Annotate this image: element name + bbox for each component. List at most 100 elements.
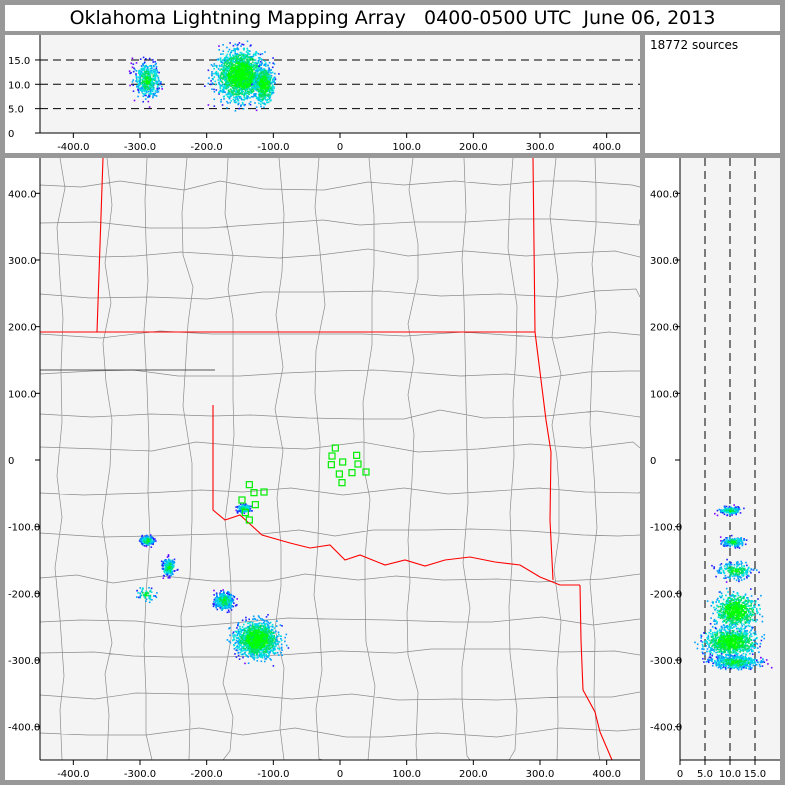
lightning-source (220, 68, 223, 70)
lightning-source (131, 57, 134, 60)
lightning-source (257, 97, 259, 99)
lightning-source (240, 631, 243, 633)
lightning-source (267, 621, 269, 624)
lightning-source (256, 649, 258, 652)
lightning-source (223, 86, 225, 88)
lightning-source (137, 88, 139, 91)
lightning-source (224, 86, 227, 88)
lightning-source (232, 54, 234, 57)
lightning-source (158, 80, 160, 82)
lightning-source (172, 565, 175, 568)
lightning-source (228, 89, 230, 92)
lightning-source (225, 602, 228, 605)
lightning-source (246, 77, 249, 79)
lightning-source (232, 44, 235, 47)
lightning-source (257, 639, 259, 641)
lightning-source (260, 625, 262, 627)
lightning-source (220, 77, 223, 79)
lightning-source (271, 71, 274, 74)
lightning-source (228, 79, 231, 81)
lightning-source (230, 603, 232, 605)
lightning-source (156, 69, 158, 71)
lightning-source (225, 78, 227, 80)
lightning-source (147, 78, 150, 80)
lightning-source (246, 637, 249, 639)
lightning-source (226, 56, 229, 59)
lightning-source (163, 564, 166, 566)
lightning-source (257, 626, 260, 629)
lightning-source (211, 74, 213, 77)
lightning-source (242, 629, 244, 632)
lightning-source (156, 71, 159, 73)
lightning-source (225, 55, 227, 57)
lightning-source (280, 651, 282, 654)
lightning-source (273, 627, 276, 629)
lightning-source (227, 77, 230, 80)
lightning-source (169, 559, 172, 562)
lightning-source (246, 640, 248, 642)
lightning-source (253, 631, 256, 633)
lightning-source (237, 647, 239, 649)
lightning-source (231, 599, 233, 602)
lightning-source (249, 74, 251, 77)
lightning-source (262, 644, 265, 646)
lightning-source (224, 74, 227, 77)
lightning-source (225, 72, 228, 74)
lightning-source (263, 648, 266, 651)
lightning-source (263, 63, 266, 66)
lightning-source (246, 74, 248, 76)
lightning-source (246, 53, 249, 55)
lightning-source (149, 86, 151, 88)
lightning-source (251, 71, 253, 73)
lightning-source (242, 633, 245, 636)
lightning-source (257, 644, 259, 646)
lightning-source (147, 544, 149, 546)
lightning-source (135, 75, 138, 78)
lightning-source (225, 65, 227, 67)
lightning-source (229, 76, 232, 78)
lightning-source (169, 570, 172, 572)
lightning-source (266, 656, 269, 659)
lightning-source (253, 644, 255, 647)
lightning-source (149, 597, 152, 599)
lightning-source (148, 96, 150, 98)
lightning-source (164, 567, 167, 569)
lightning-source (230, 51, 232, 54)
lightning-source (172, 564, 175, 567)
lightning-source (211, 71, 213, 73)
lightning-source (228, 593, 230, 596)
lightning-source (259, 631, 262, 634)
lightning-source (243, 647, 246, 650)
lightning-source (260, 632, 262, 635)
lightning-source (264, 628, 266, 630)
lightning-source (142, 95, 145, 97)
lightning-source (272, 648, 275, 650)
lightning-source (242, 79, 245, 82)
lightning-source (145, 590, 148, 593)
lightning-source (255, 97, 258, 100)
lightning-source (229, 595, 231, 597)
lightning-source (147, 90, 150, 93)
lightning-source (263, 647, 265, 649)
lightning-source (146, 86, 149, 88)
lightning-source (237, 623, 239, 626)
lightning-source (146, 88, 149, 91)
lightning-source (263, 654, 265, 656)
lightning-source (145, 90, 148, 93)
lightning-source (229, 92, 231, 94)
lightning-source (260, 92, 262, 95)
lightning-source (245, 645, 248, 647)
lightning-source (255, 652, 258, 654)
lightning-source (241, 101, 244, 104)
lightning-source (262, 646, 264, 648)
lightning-source (248, 508, 250, 511)
lightning-source (165, 573, 167, 576)
lightning-source (232, 69, 235, 72)
lightning-source (213, 91, 216, 93)
lightning-source (243, 507, 246, 509)
lightning-source (172, 562, 175, 564)
lightning-source (242, 647, 244, 649)
lightning-source (249, 59, 251, 62)
lightning-source (250, 635, 253, 638)
lightning-source (141, 535, 143, 538)
